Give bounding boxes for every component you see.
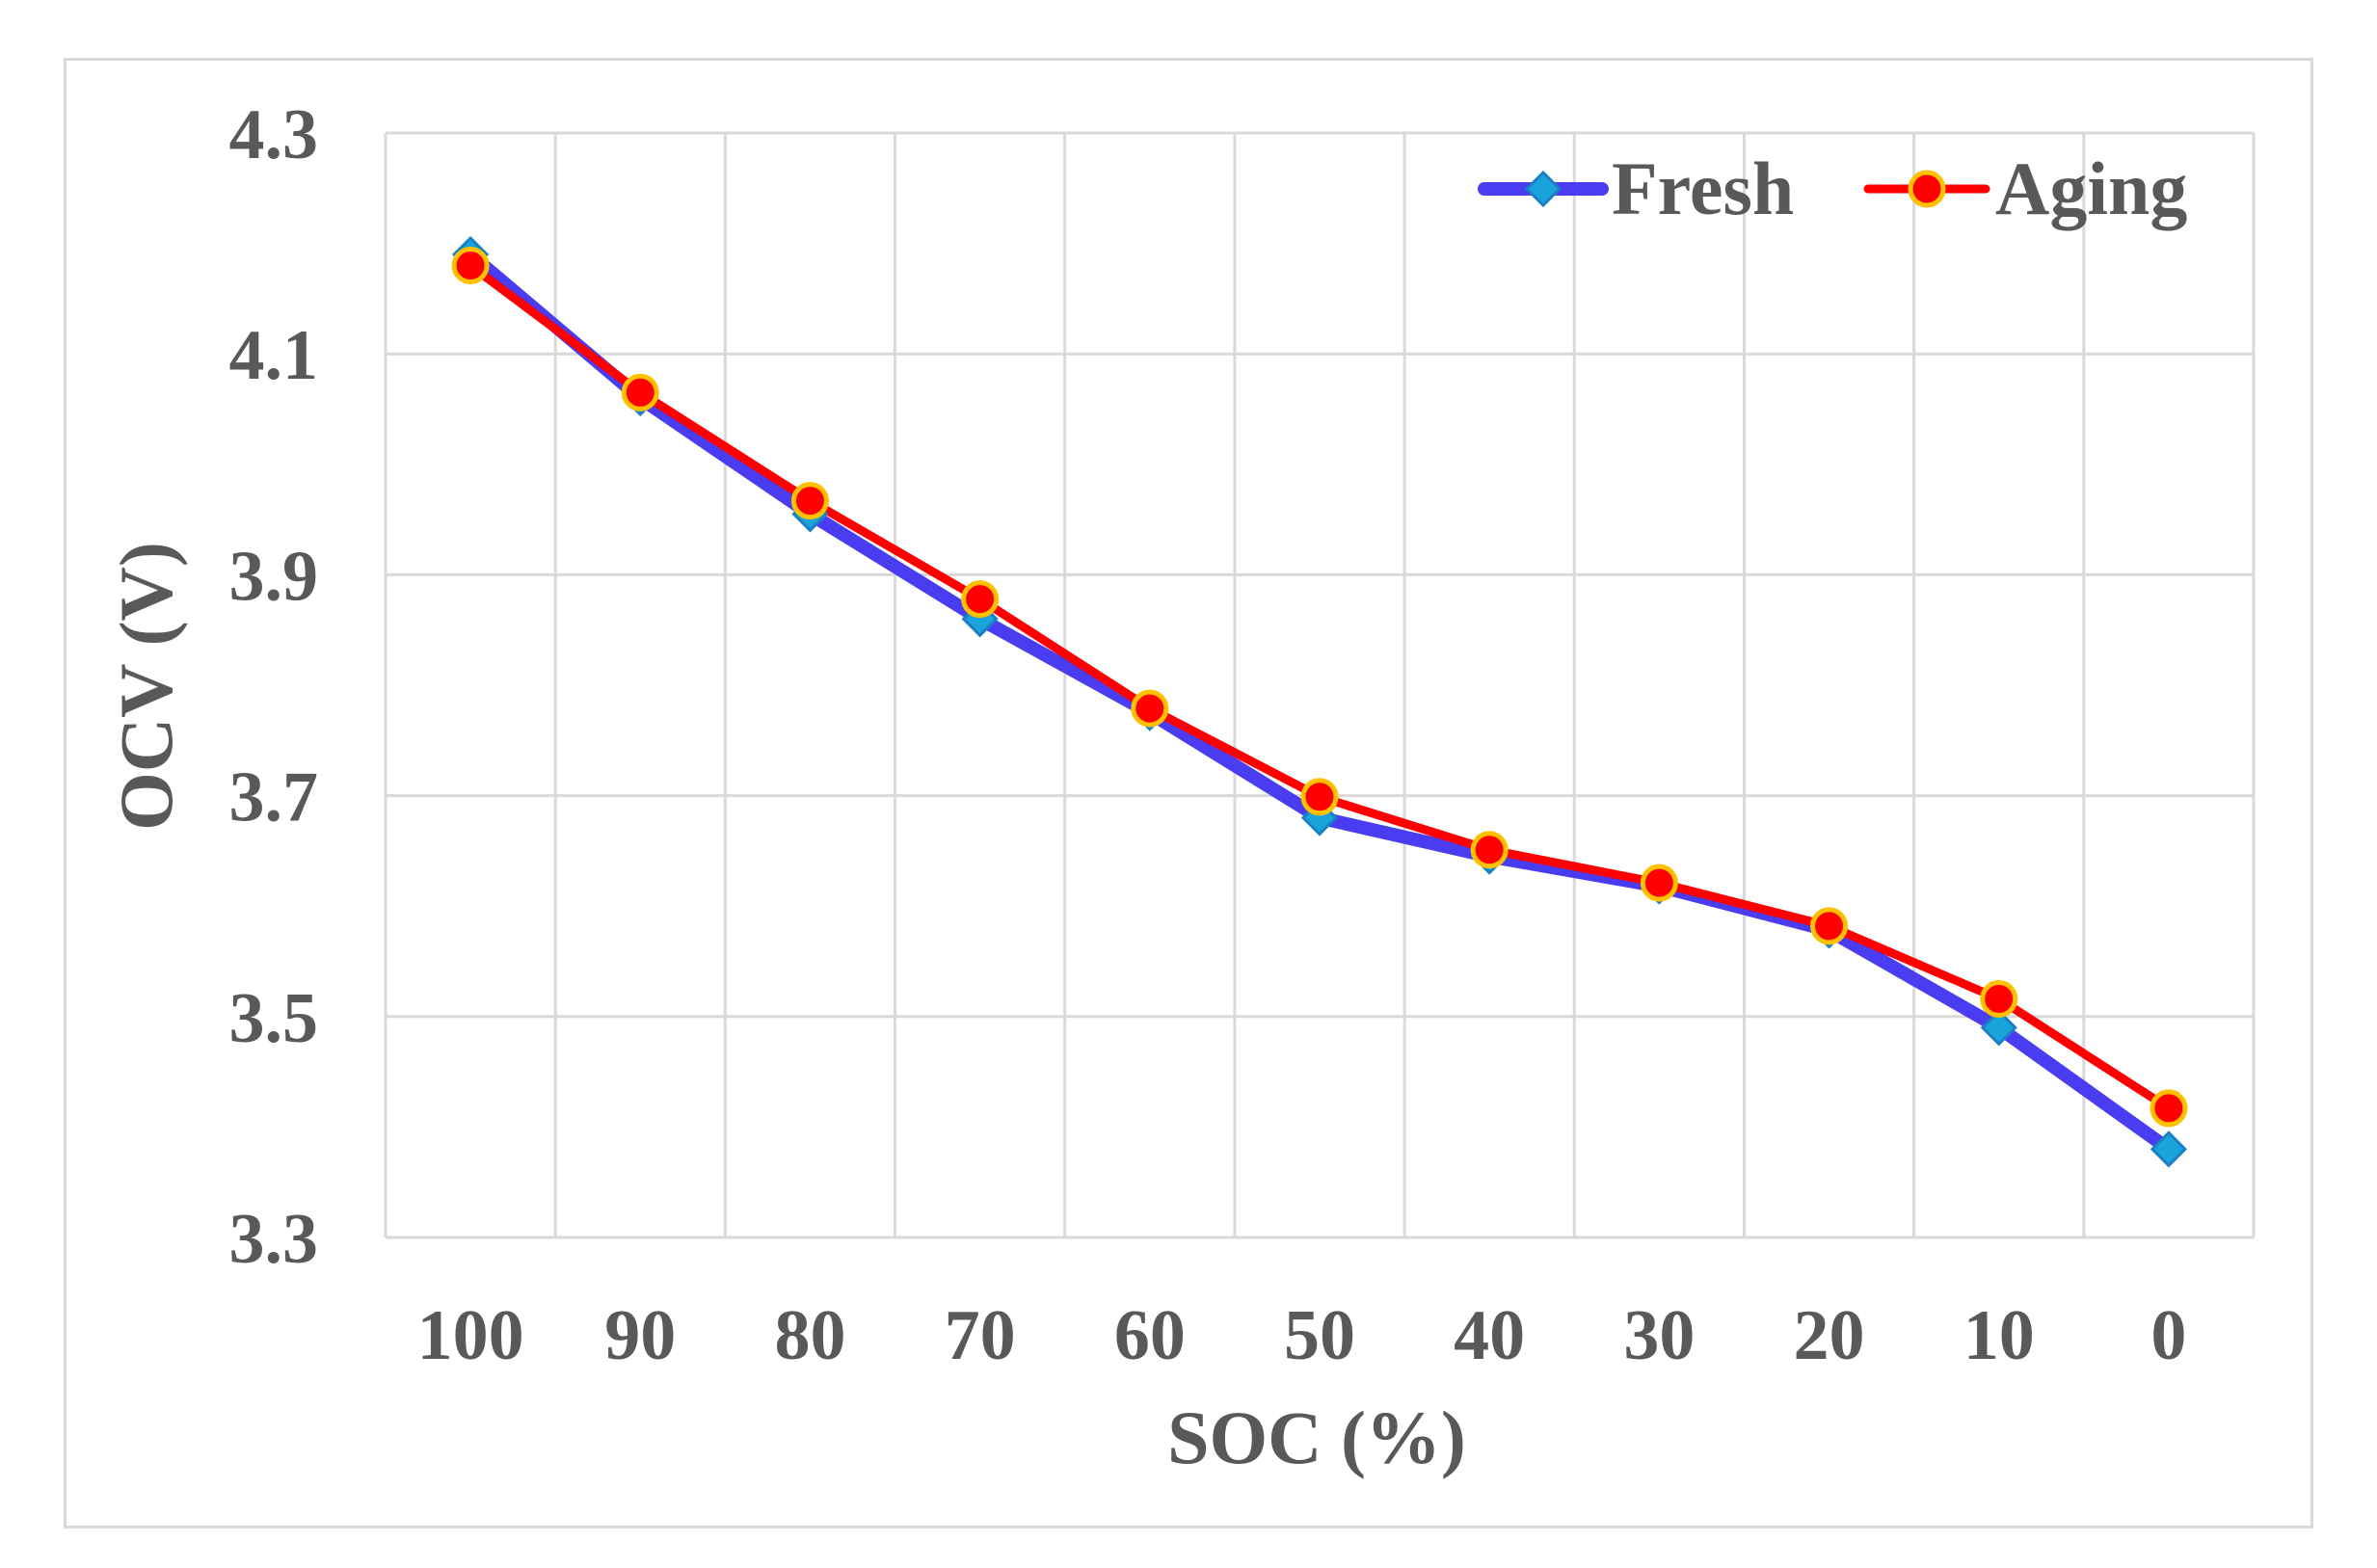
legend-item-aging: Aging: [1863, 146, 2187, 230]
series-markers: [451, 235, 2188, 1168]
data-point-aging: [1980, 979, 2018, 1018]
x-tick-label: 10: [1963, 1296, 2035, 1375]
legend-marker-diamond-icon: [1524, 170, 1562, 208]
y-tick-label: 3.9: [229, 537, 319, 616]
x-tick-label: 40: [1454, 1296, 1525, 1375]
x-tick-label: 70: [945, 1296, 1016, 1375]
x-tick-label: 60: [1114, 1296, 1186, 1375]
legend-label: Fresh: [1612, 146, 1794, 230]
data-point-aging: [790, 482, 829, 520]
legend: Fresh Aging: [1478, 146, 2187, 230]
y-tick-label: 3.5: [229, 979, 319, 1058]
data-point-fresh: [2150, 1130, 2188, 1168]
data-point-aging: [2150, 1089, 2188, 1128]
data-point-aging: [1640, 864, 1678, 902]
grid: [384, 131, 2256, 1239]
legend-marker-circle-icon: [1908, 170, 1946, 208]
y-axis-ticks: 3.3 3.5 3.7 3.9 4.1 4.3: [229, 95, 319, 1279]
y-tick-label: 3.7: [229, 758, 319, 837]
y-tick-label: 3.3: [229, 1200, 319, 1279]
data-point-aging: [451, 247, 490, 285]
x-tick-label: 100: [417, 1296, 524, 1375]
x-tick-label: 50: [1284, 1296, 1355, 1375]
y-tick-label: 4.1: [229, 316, 319, 395]
data-point-fresh: [1980, 1009, 2017, 1047]
y-tick-label: 4.3: [229, 95, 319, 174]
data-point-aging: [1300, 778, 1339, 816]
data-point-aging: [1470, 831, 1509, 869]
x-tick-label: 0: [2150, 1296, 2186, 1375]
x-axis-title: SOC (%): [1167, 1395, 1466, 1479]
legend-label: Aging: [1995, 146, 2187, 230]
x-tick-label: 20: [1794, 1296, 1865, 1375]
data-point-aging: [1810, 907, 1849, 945]
chart-frame: [64, 58, 2313, 1528]
data-point-aging: [621, 373, 659, 412]
data-point-aging: [1131, 689, 1169, 728]
x-tick-label: 90: [604, 1296, 676, 1375]
x-tick-label: 30: [1623, 1296, 1695, 1375]
x-axis-ticks: 100 90 80 70 60 50 40 30 20 10 0: [417, 1296, 2187, 1375]
data-point-aging: [961, 580, 1000, 619]
x-tick-label: 80: [774, 1296, 845, 1375]
legend-item-fresh: Fresh: [1478, 146, 1794, 230]
y-axis-title: OCV (V): [104, 542, 188, 831]
